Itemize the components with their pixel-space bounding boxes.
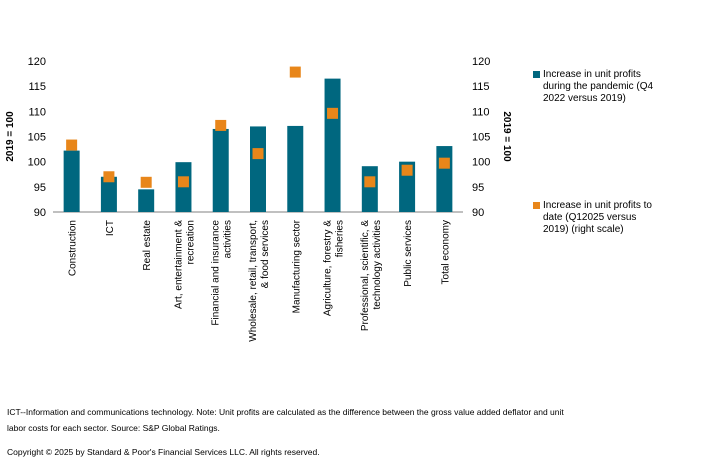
bar xyxy=(212,128,229,212)
x-tick-label: Agriculture, forestry &fisheries xyxy=(323,220,346,316)
x-tick-label-line: activities xyxy=(223,220,234,258)
marker-point xyxy=(364,176,376,188)
legend-swatch-markers xyxy=(533,202,540,209)
x-tick-label-line: technology activities xyxy=(372,220,383,310)
legend-label-markers: Increase in unit profits to date (Q12025… xyxy=(543,200,652,235)
y-tick-label-left: 110 xyxy=(28,106,46,118)
axes: 90 90 95 95 100 100 105 105 110 110 115 115 120 120 20… xyxy=(5,56,512,219)
marker-point xyxy=(103,171,115,183)
x-tick-label: Art, entertainment &recreation xyxy=(173,220,196,309)
x-tick-label-line: Professional, scientific, & xyxy=(360,220,371,331)
y-tick-label-left: 95 xyxy=(34,182,46,194)
bar xyxy=(250,126,266,212)
bar xyxy=(63,150,80,212)
x-tick-label: Construction xyxy=(68,220,79,276)
x-tick-label: Financial and insuranceactivities xyxy=(211,220,234,326)
bar xyxy=(100,176,117,212)
bar-series xyxy=(63,78,453,212)
bar xyxy=(287,125,304,212)
y2-tick-label-right: 105 xyxy=(472,132,490,144)
marker-point xyxy=(66,139,78,151)
x-tick-label-line: Total economy xyxy=(440,220,451,284)
x-tick-label: Wholesale, retail, transport,& food serv… xyxy=(248,220,271,342)
x-tick-label-line: ICT xyxy=(105,220,116,236)
x-tick-label-line: Art, entertainment & xyxy=(173,220,184,309)
marker-point xyxy=(215,119,227,131)
y2-tick-label-right: 115 xyxy=(472,81,490,93)
marker-point xyxy=(327,107,339,119)
x-tick-label: Manufacturing sector xyxy=(291,219,302,313)
x-tick-label-line: Financial and insurance xyxy=(211,220,222,326)
marker-point xyxy=(289,66,301,78)
legend-swatch-bars xyxy=(533,71,540,78)
x-tick-label: Professional, scientific, &technology ac… xyxy=(360,220,383,331)
y2-tick-label-right: 90 xyxy=(472,207,484,219)
y-tick-label-left: 120 xyxy=(28,56,46,68)
bar xyxy=(361,166,378,212)
x-tick-label-line: Wholesale, retail, transport, xyxy=(248,220,259,342)
marker-point xyxy=(252,148,264,160)
x-tick-label: ICT xyxy=(105,220,116,236)
marker-point xyxy=(177,176,189,188)
marker-series xyxy=(66,66,450,188)
x-tick-label-line: Construction xyxy=(68,220,79,276)
marker-point xyxy=(140,176,152,188)
x-tick-label-line: Manufacturing sector xyxy=(291,219,302,313)
x-tick-label-line: Agriculture, forestry & xyxy=(323,220,334,316)
bar xyxy=(138,189,155,212)
x-tick-label: Public services xyxy=(403,220,414,287)
x-tick-label-line: recreation xyxy=(185,220,196,264)
y-tick-label-left: 100 xyxy=(28,157,46,169)
y2-axis-title: 2019 = 100 xyxy=(501,111,512,162)
x-tick-label-line: Real estate xyxy=(142,220,153,271)
y-tick-label-left: 90 xyxy=(34,207,46,219)
y2-tick-label-right: 120 xyxy=(472,56,490,68)
marker-point xyxy=(438,157,450,169)
y2-tick-label-right: 100 xyxy=(472,157,490,169)
category-labels: Construction ICT Real estate Art, entertain… xyxy=(68,219,452,341)
y-tick-label-left: 105 xyxy=(28,132,46,144)
y-tick-label-left: 115 xyxy=(28,81,46,93)
footnote: ICT--Information and communications tech… xyxy=(7,407,564,433)
copyright: Copyright © 2025 by Standard & Poor's Fi… xyxy=(7,447,320,457)
legend-label-bars: Increase in unit profits during the pand… xyxy=(543,69,654,104)
y-axis-title: 2019 = 100 xyxy=(5,111,16,162)
x-tick-label-line: & food services xyxy=(260,220,271,288)
bar xyxy=(436,146,453,212)
y2-tick-label-right: 95 xyxy=(472,182,484,194)
x-tick-label-line: fisheries xyxy=(335,220,346,257)
marker-point xyxy=(401,164,413,176)
x-tick-label-line: Public services xyxy=(403,220,414,287)
x-tick-label: Total economy xyxy=(440,220,451,284)
y2-tick-label-right: 110 xyxy=(472,106,490,118)
x-tick-label: Real estate xyxy=(142,220,153,271)
bar xyxy=(324,78,341,212)
